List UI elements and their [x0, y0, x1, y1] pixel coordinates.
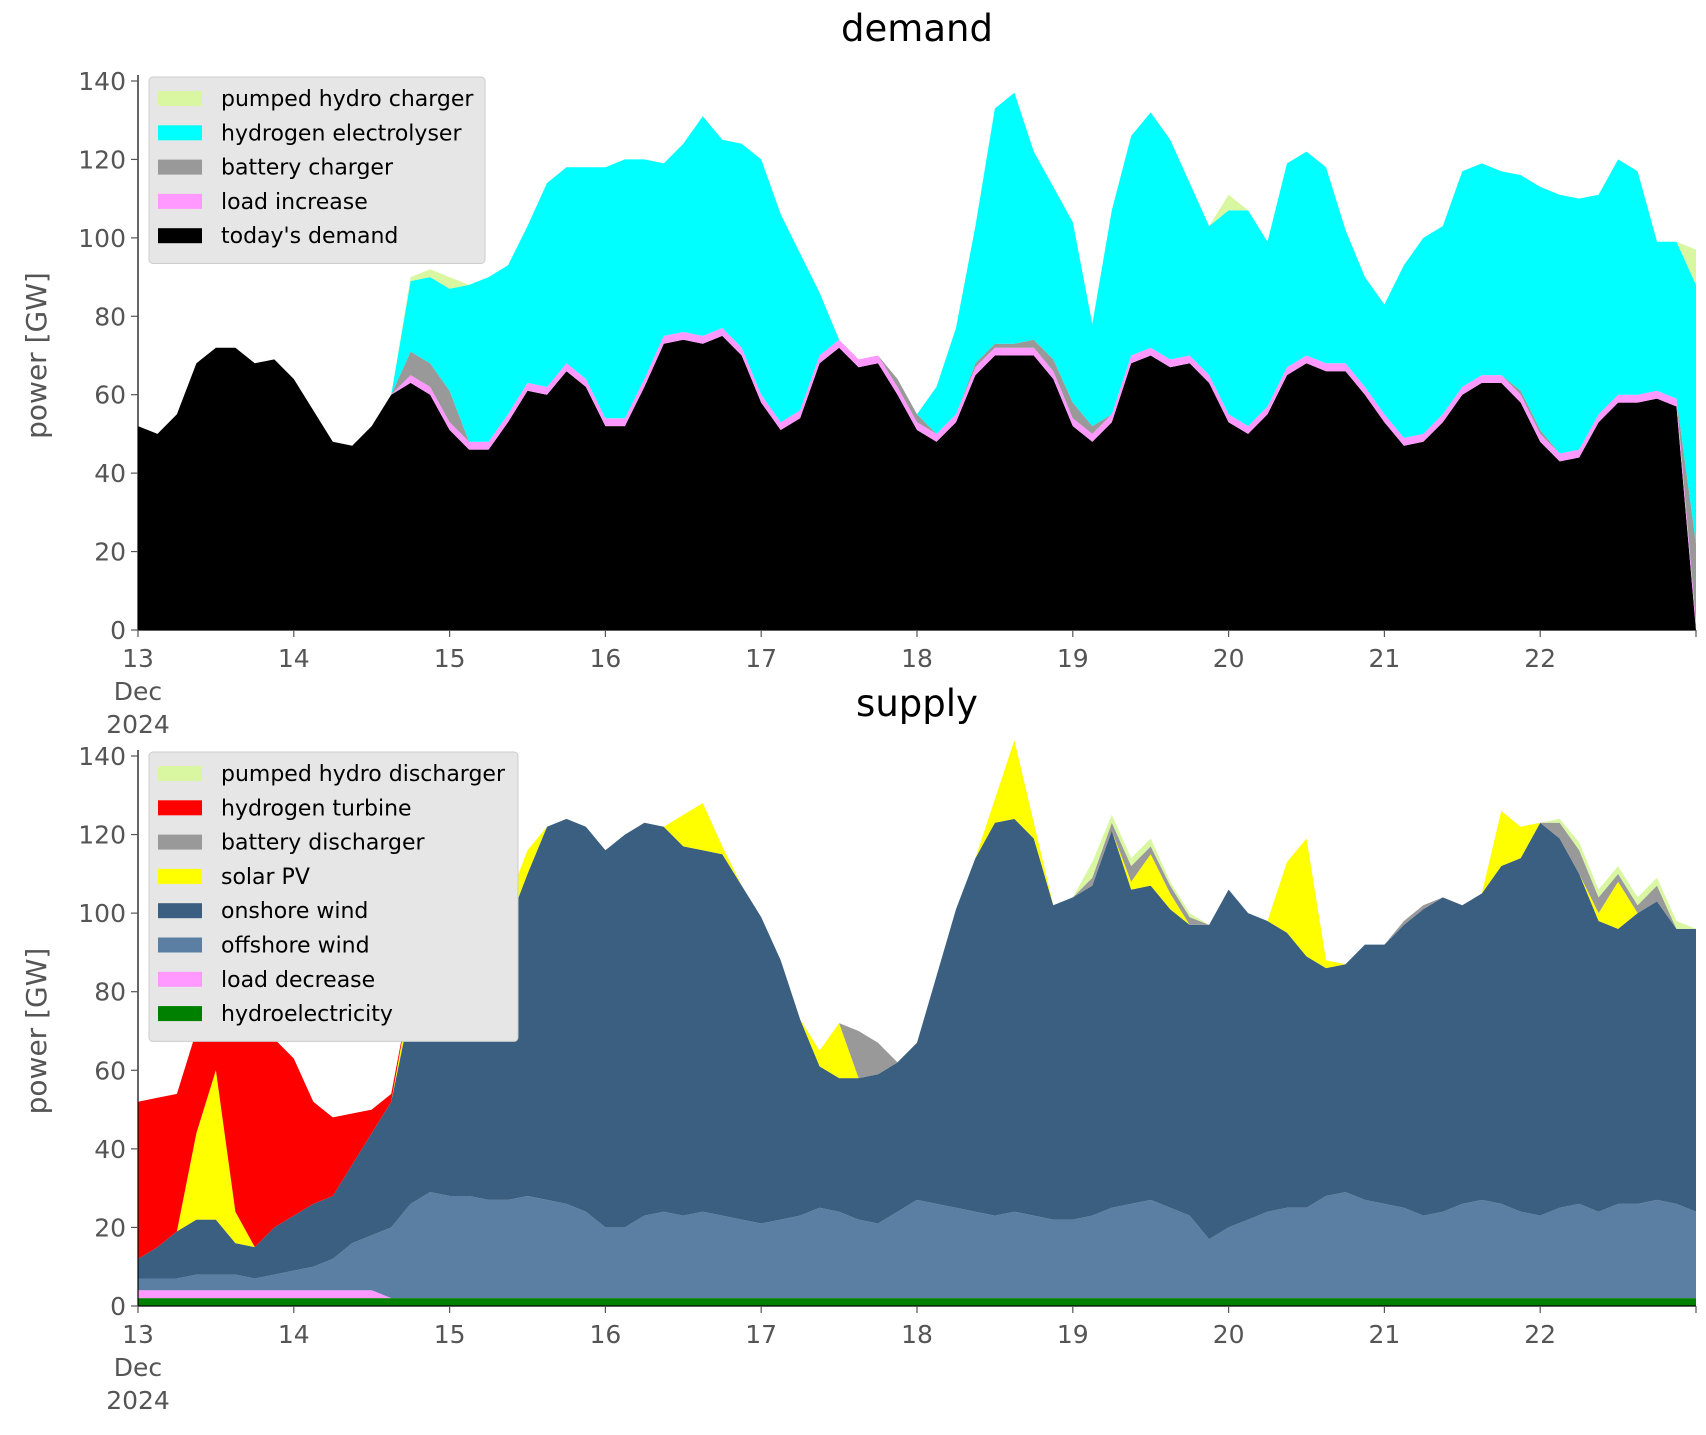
- chart-title: supply: [856, 682, 978, 725]
- x-tick-label: 20: [1213, 1320, 1245, 1349]
- x-tick-label: Dec: [114, 677, 162, 706]
- area-hydrogen-electrolyser: [138, 92, 1696, 544]
- legend-swatch: [158, 800, 202, 816]
- x-tick-label: 13: [122, 644, 154, 673]
- legend: pumped hydro discharger hydrogen turbine b…: [148, 751, 519, 1042]
- legend-swatch: [158, 937, 202, 953]
- y-tick-label: 0: [110, 616, 126, 645]
- x-tick-label: 19: [1057, 1320, 1089, 1349]
- y-tick-label: 140: [78, 67, 126, 96]
- y-axis-label: power [GW]: [20, 272, 53, 439]
- area-offshore-wind: [138, 1192, 1696, 1299]
- legend-label: offshore wind: [221, 934, 370, 959]
- y-tick-label: 100: [78, 899, 126, 928]
- x-tick-label: 15: [434, 644, 466, 673]
- legend-label: today's demand: [221, 224, 398, 249]
- legend-box: [148, 751, 519, 1042]
- legend-label: solar PV: [221, 865, 310, 890]
- y-tick-label: 20: [94, 538, 126, 567]
- legend-label: onshore wind: [221, 899, 368, 924]
- legend-label: load increase: [221, 190, 368, 215]
- x-tick-label: 16: [589, 644, 621, 673]
- legend: pumped hydro charger hydrogen electrolyse…: [148, 76, 486, 264]
- y-tick-label: 120: [78, 145, 126, 174]
- y-tick-label: 20: [94, 1213, 126, 1242]
- legend-label: hydroelectricity: [221, 1002, 393, 1027]
- y-tick-label: 80: [94, 978, 126, 1007]
- y-tick-label: 140: [78, 742, 126, 771]
- area-load-decrease: [138, 1290, 1696, 1299]
- x-tick-label: 21: [1368, 644, 1400, 673]
- x-tick-label: Dec: [114, 1353, 162, 1382]
- legend-swatch: [158, 971, 202, 987]
- legend-box: [148, 76, 486, 264]
- x-tick-label: 18: [901, 644, 933, 673]
- legend-label: hydrogen electrolyser: [221, 121, 462, 146]
- y-axis-label: power [GW]: [20, 948, 53, 1115]
- legend-swatch: [158, 228, 202, 244]
- chart-supply: 0 20 40 60 80 100 120 140 13 Dec 2024 14 15 16 17 18 19 2…: [20, 682, 1697, 1415]
- legend-swatch: [158, 868, 202, 884]
- x-tick-label: 15: [434, 1320, 466, 1349]
- legend-label: load decrease: [221, 968, 375, 993]
- x-tick-label: 17: [745, 1320, 777, 1349]
- y-tick-label: 40: [94, 459, 126, 488]
- legend-label: pumped hydro charger: [221, 87, 474, 112]
- legend-label: battery charger: [221, 156, 394, 181]
- y-tick-label: 100: [78, 224, 126, 253]
- legend-label: hydrogen turbine: [221, 796, 412, 821]
- legend-label: battery discharger: [221, 831, 426, 856]
- legend-swatch: [158, 834, 202, 850]
- area-solar-pv: [138, 740, 1696, 1259]
- legend-swatch: [158, 766, 202, 781]
- x-tick-label: 13: [122, 1320, 154, 1349]
- x-tick-label: 2024: [106, 710, 170, 739]
- x-tick-label: 22: [1524, 644, 1556, 673]
- legend-swatch: [158, 159, 202, 175]
- x-tick-label: 22: [1524, 1320, 1556, 1349]
- y-tick-label: 80: [94, 302, 126, 331]
- x-tick-label: 20: [1213, 644, 1245, 673]
- x-tick-label: 18: [901, 1320, 933, 1349]
- x-tick-label: 16: [589, 1320, 621, 1349]
- x-tick-label: 14: [278, 1320, 310, 1349]
- area-hydroelectricity: [138, 1298, 1696, 1306]
- y-tick-label: 60: [94, 381, 126, 410]
- legend-swatch: [158, 903, 202, 919]
- chart-demand: 0 20 40 60 80 100 120 140 13 Dec 2024 14 15 16 17 18 19 2…: [20, 7, 1697, 739]
- area-today-s-demand: [138, 335, 1696, 630]
- area-hydrogen-turbine: [138, 740, 1696, 1259]
- y-tick-label: 0: [110, 1292, 126, 1321]
- legend-swatch: [158, 125, 202, 141]
- legend-swatch: [158, 1006, 202, 1022]
- x-tick-label: 21: [1368, 1320, 1400, 1349]
- x-tick-label: 17: [745, 644, 777, 673]
- area-onshore-wind: [138, 818, 1696, 1279]
- legend-swatch: [158, 91, 202, 106]
- chart-title: demand: [841, 7, 993, 50]
- legend-label: pumped hydro discharger: [221, 762, 506, 787]
- legend-swatch: [158, 193, 202, 209]
- x-tick-label: 19: [1057, 644, 1089, 673]
- y-tick-label: 40: [94, 1135, 126, 1164]
- y-tick-label: 60: [94, 1056, 126, 1085]
- x-tick-label: 14: [278, 644, 310, 673]
- x-tick-label: 2024: [106, 1386, 170, 1415]
- y-tick-label: 120: [78, 821, 126, 850]
